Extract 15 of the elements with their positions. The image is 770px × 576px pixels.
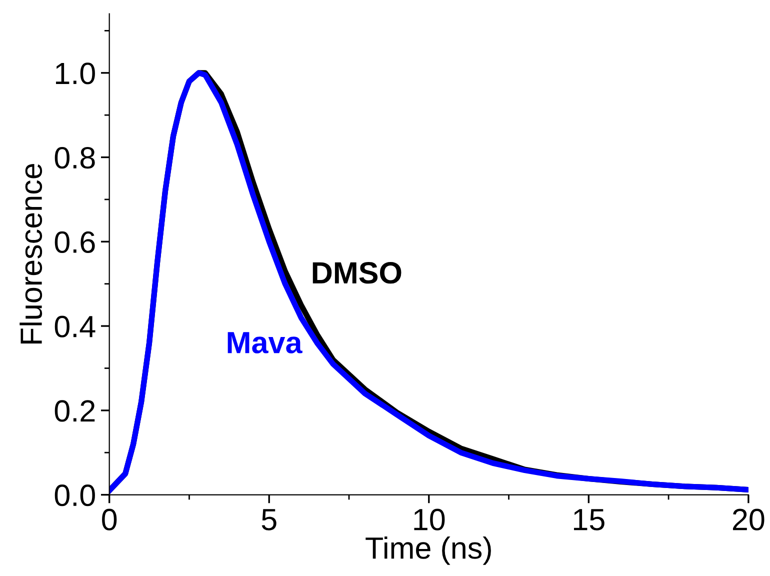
x-tick-label: 15 — [574, 509, 604, 530]
y-tick-label: 0.0 — [54, 484, 95, 506]
y-axis-title: Fluorescence — [20, 164, 42, 344]
y-tick-label: 0.4 — [54, 316, 96, 338]
y-tick-label: 0.2 — [54, 400, 95, 422]
x-tick-label: 10 — [414, 508, 445, 530]
y-tick-label: 1.0 — [56, 62, 95, 84]
y-tick-label: 0.6 — [54, 231, 95, 254]
x-tick-label: 5 — [262, 509, 276, 530]
x-tick-label: 0 — [102, 508, 117, 530]
series-label: DMSO — [312, 262, 402, 284]
y-tick-label: 0.8 — [54, 147, 95, 169]
x-axis-title: Time (ns) — [366, 536, 491, 565]
x-tick-label: 20 — [732, 508, 764, 530]
series-label: Mava — [228, 332, 302, 354]
